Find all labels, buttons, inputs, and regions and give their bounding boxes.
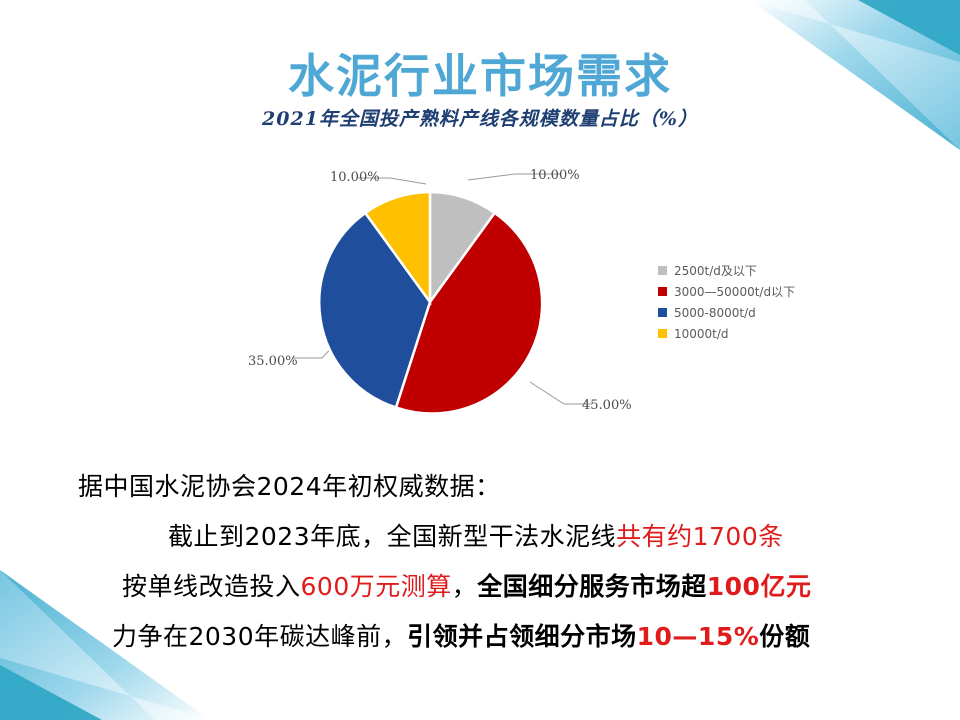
- body-line-1: 据中国水泥协会2024年初权威数据：: [0, 462, 960, 512]
- pie-slice-3000-50000td: [394, 211, 544, 415]
- body-line-3-highlight-2: 100亿元: [706, 572, 812, 601]
- legend-label-3000-50000td: 3000—50000t/d以下: [674, 285, 796, 299]
- pie-chart: 10.00% 45.00% 35.00% 10.00% 2500t/d及以下 3…: [230, 152, 870, 442]
- legend-item-3000-50000td: 3000—50000t/d以下: [658, 281, 863, 302]
- body-line-4: 力争在2030年碳达峰前，引领并占领细分市场10—15%份额: [0, 612, 960, 662]
- legend-swatch-icon-yellow: [658, 329, 667, 338]
- chart-subtitle: 2021年全国投产熟料产线各规模数量占比（%）: [262, 107, 698, 130]
- legend-item-10000td: 10000t/d: [658, 323, 863, 344]
- body-line-4-highlight: 10—15%: [636, 622, 760, 651]
- pie-value-label-2500td: 10.00%: [530, 168, 580, 183]
- body-line-2-plain: 截止到2023年底，全国新型干法水泥线: [168, 522, 617, 551]
- body-line-4-bold-1: 引领并占领细分市场: [407, 622, 637, 651]
- pie-slice-10000td: [363, 190, 432, 306]
- legend-swatch-icon-gray: [658, 266, 667, 275]
- body-line-3-highlight-1: 600万元测算: [300, 572, 452, 601]
- chart-legend: 2500t/d及以下 3000—50000t/d以下 5000-8000t/d …: [658, 260, 863, 344]
- legend-label-2500td: 2500t/d及以下: [674, 264, 757, 278]
- body-line-1-text: 据中国水泥协会2024年初权威数据：: [78, 472, 501, 501]
- legend-label-10000td: 10000t/d: [674, 326, 729, 341]
- legend-item-5000-8000td: 5000-8000t/d: [658, 302, 863, 323]
- body-line-4-bold-2: 份额: [759, 622, 811, 651]
- legend-item-2500td: 2500t/d及以下: [658, 260, 863, 281]
- body-line-4-plain: 力争在2030年碳达峰前，: [112, 622, 408, 651]
- pie-slices: [317, 190, 544, 415]
- pie-value-label-10000td: 10.00%: [330, 170, 380, 185]
- pie-slice-5000-8000td: [317, 211, 432, 409]
- pie-chart-graphic: [292, 173, 592, 415]
- body-line-2-highlight: 共有约1700条: [616, 522, 784, 551]
- body-line-3: 按单线改造投入600万元测算，全国细分服务市场超100亿元: [0, 562, 960, 612]
- leader-lines: [292, 173, 592, 405]
- legend-swatch-icon-blue: [658, 308, 667, 317]
- legend-swatch-icon-red: [658, 287, 667, 296]
- pie-value-label-5000-8000td: 35.00%: [248, 354, 298, 369]
- body-line-3-plain-2: ，: [451, 572, 478, 601]
- body-line-2: 截止到2023年底，全国新型干法水泥线共有约1700条: [0, 512, 960, 562]
- title-block: 水泥行业市场需求 2021年全国投产熟料产线各规模数量占比（%）: [0, 49, 960, 131]
- pie-value-label-3000-50000td: 45.00%: [582, 398, 632, 413]
- body-text-block: 据中国水泥协会2024年初权威数据： 截止到2023年底，全国新型干法水泥线共有…: [0, 462, 960, 662]
- body-line-3-bold: 全国细分服务市场超: [477, 572, 707, 601]
- body-line-3-plain-1: 按单线改造投入: [122, 572, 301, 601]
- page-title: 水泥行业市场需求: [288, 49, 672, 103]
- legend-label-5000-8000td: 5000-8000t/d: [674, 305, 756, 320]
